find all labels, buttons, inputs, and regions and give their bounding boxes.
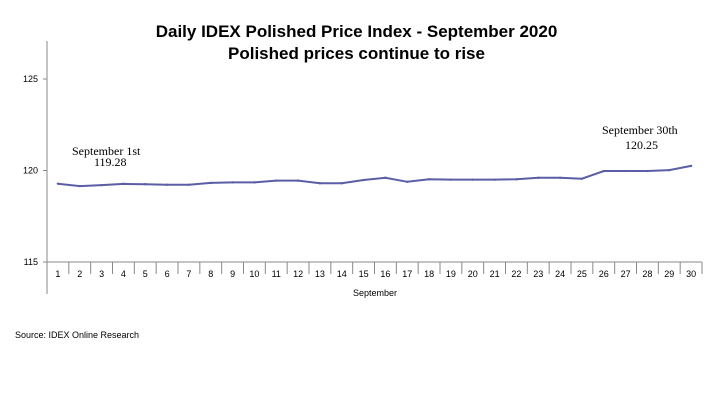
x-tick-label: 25 (577, 269, 587, 279)
x-tick-label: 24 (555, 269, 565, 279)
x-tick-label: 27 (621, 269, 631, 279)
x-tick-label: 6 (165, 269, 170, 279)
annotation-start-value: 119.28 (94, 155, 127, 169)
data-point (558, 176, 562, 180)
data-point (689, 164, 693, 168)
data-point (187, 183, 191, 186)
data-point (493, 178, 496, 181)
data-point (231, 181, 234, 184)
data-point (646, 169, 649, 173)
x-tick-label: 18 (424, 269, 434, 279)
data-points (56, 164, 693, 188)
chart-title: Daily IDEX Polished Price Index - Septem… (155, 22, 558, 41)
x-tick-label: 11 (272, 269, 281, 279)
data-point (100, 183, 103, 187)
y-tick-label: 115 (24, 257, 38, 267)
x-tick-label: 19 (446, 269, 456, 279)
x-tick-label: 14 (337, 269, 347, 279)
series-line (57, 164, 692, 188)
data-point (406, 180, 409, 184)
x-axis-label: September (353, 288, 397, 298)
x-tick-label: 3 (99, 269, 104, 279)
data-point (340, 182, 343, 185)
data-point (209, 181, 212, 185)
y-tick-label: 120 (23, 166, 38, 176)
data-point (362, 178, 365, 182)
x-tick-label: 15 (359, 269, 369, 279)
data-point (318, 182, 322, 185)
data-point (624, 169, 627, 173)
axes (43, 41, 703, 294)
y-tick-labels: 115 120 125 (23, 74, 38, 267)
x-tick-label: 12 (293, 269, 303, 279)
data-point (471, 178, 474, 181)
data-point (668, 168, 671, 172)
x-tick-label: 16 (380, 269, 390, 279)
data-point (56, 182, 60, 185)
x-tick-label: 1 (55, 269, 60, 279)
data-point (427, 178, 431, 181)
data-point (78, 184, 81, 188)
y-tick-label: 125 (23, 74, 38, 84)
data-point (275, 179, 278, 182)
x-tick-label: 7 (186, 269, 191, 279)
data-point (296, 179, 300, 182)
data-point (580, 177, 584, 180)
annotation-end-label: September 30th (602, 123, 678, 137)
chart-subtitle: Polished prices continue to rise (228, 44, 485, 63)
x-tick-label: 4 (121, 269, 126, 279)
annotation-end-value: 120.25 (625, 138, 658, 152)
data-point (449, 178, 453, 181)
x-tick-label: 17 (402, 269, 412, 279)
data-point (144, 183, 147, 186)
x-tick-label: 8 (208, 269, 213, 279)
data-point (537, 176, 540, 180)
x-tick-label: 26 (599, 269, 609, 279)
x-tick-label: 2 (77, 269, 82, 279)
x-tick-label: 29 (664, 269, 674, 279)
x-tick-labels: 1 2 3 4 5 6 7 8 9 10 11 12 13 14 15 16 17 18 19 20 21 22 23 24 2… (55, 269, 696, 279)
x-tick-label: 22 (511, 269, 521, 279)
x-tick-label: 20 (468, 269, 478, 279)
x-tick-label: 28 (642, 269, 652, 279)
x-tick-label: 5 (143, 269, 148, 279)
data-point (602, 169, 605, 173)
annotation-start-label: September 1st (72, 144, 141, 158)
x-tick-label: 13 (315, 269, 325, 279)
x-tick-label: 21 (490, 269, 500, 279)
x-tick-label: 23 (533, 269, 543, 279)
x-tick-label: 30 (686, 269, 696, 279)
data-point (165, 183, 169, 186)
data-point (515, 178, 518, 181)
data-point (253, 181, 256, 184)
source-note: Source: IDEX Online Research (15, 330, 140, 340)
data-point (384, 176, 387, 180)
x-tick-label: 9 (230, 269, 235, 279)
x-tick-label: 10 (249, 269, 259, 279)
data-point (122, 182, 125, 186)
